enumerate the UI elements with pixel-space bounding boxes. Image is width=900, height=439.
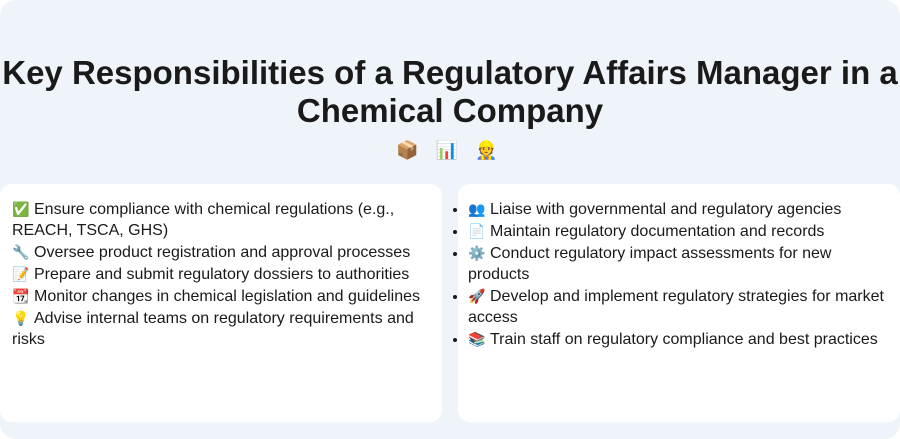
list-item: ⚙️Conduct regulatory impact assessments … [468, 243, 888, 285]
list-item-text: Conduct regulatory impact assessments fo… [468, 245, 832, 283]
list-item: 👥Liaise with governmental and regulatory… [468, 199, 888, 220]
responsibilities-card-right: 👥Liaise with governmental and regulatory… [458, 184, 900, 422]
list-item-text: Oversee product registration and approva… [34, 244, 411, 261]
list-item: 📆 Monitor changes in chemical legislation… [12, 286, 432, 307]
books-icon: 📚 [468, 331, 486, 347]
list-item: 🚀Develop and implement regulatory strate… [468, 286, 888, 328]
responsibilities-list-left: ✅ Ensure compliance with chemical regulat… [12, 199, 432, 351]
list-item: 🔧 Oversee product registration and approv… [12, 242, 432, 263]
calendar-icon: 📆 [12, 288, 30, 304]
list-item: 📚Train staff on regulatory compliance an… [468, 329, 888, 350]
list-item-text: Advise internal teams on regulatory requ… [12, 310, 414, 348]
list-item-text: Monitor changes in chemical legislation … [34, 288, 421, 305]
list-item-text: Liaise with governmental and regulatory … [490, 201, 842, 218]
rocket-icon: 🚀 [468, 288, 486, 304]
list-item-text: Maintain regulatory documentation and re… [490, 223, 825, 240]
responsibilities-card-left: ✅ Ensure compliance with chemical regulat… [0, 184, 442, 422]
check-mark-icon: ✅ [12, 201, 30, 217]
people-icon: 👥 [468, 201, 486, 217]
list-item-text: Ensure compliance with chemical regulati… [12, 201, 395, 239]
light-bulb-icon: 💡 [12, 310, 30, 326]
list-item: 💡 Advise internal teams on regulatory req… [12, 308, 432, 350]
title-emoji-icons: 📦 📊 👷 [396, 140, 504, 160]
wrench-icon: 🔧 [12, 244, 30, 260]
list-item-text: Train staff on regulatory compliance and… [490, 331, 878, 348]
gear-icon: ⚙️ [468, 245, 486, 261]
memo-icon: 📝 [12, 266, 30, 282]
document-icon: 📄 [468, 223, 486, 239]
list-item: ✅ Ensure compliance with chemical regulat… [12, 199, 432, 241]
page-title: Key Responsibilities of a Regulatory Aff… [2, 54, 898, 129]
responsibilities-list-right: 👥Liaise with governmental and regulatory… [468, 199, 888, 351]
list-item: 📝 Prepare and submit regulatory dossiers … [12, 264, 432, 285]
list-item-text: Develop and implement regulatory strateg… [468, 288, 884, 326]
list-item-text: Prepare and submit regulatory dossiers t… [34, 266, 410, 283]
list-item: 📄Maintain regulatory documentation and r… [468, 221, 888, 242]
